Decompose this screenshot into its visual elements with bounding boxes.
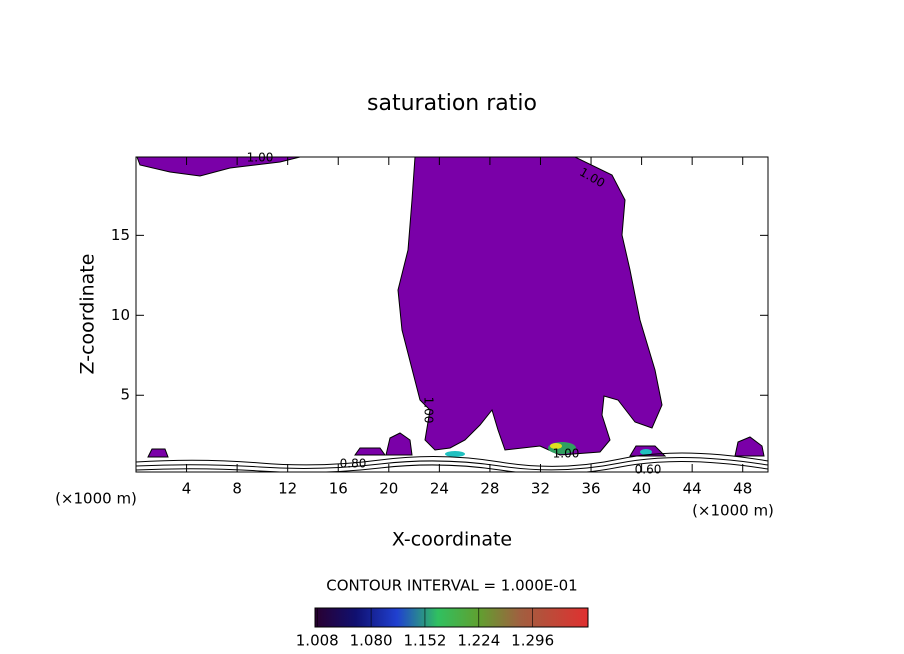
x-tick-label: 16 <box>329 480 348 498</box>
moist-core <box>640 449 652 455</box>
moist-core <box>550 443 562 449</box>
contour-line <box>136 460 768 472</box>
colorbar-tick-label: 1.008 <box>296 632 339 650</box>
y-tick-label: 5 <box>120 386 130 404</box>
y-tick-label: 10 <box>111 306 130 324</box>
colorbar <box>314 607 589 628</box>
cloud <box>354 447 386 456</box>
x-unit: (×1000 m) <box>692 502 774 520</box>
plot-frame <box>135 156 769 473</box>
cloud <box>136 157 301 177</box>
contour-label: 0.80 <box>340 457 367 471</box>
contour-field <box>136 157 768 472</box>
x-tick-label: 44 <box>683 480 702 498</box>
colorbar-tick-label: 1.224 <box>457 632 500 650</box>
cloud <box>397 157 663 456</box>
x-tick-label: 8 <box>232 480 242 498</box>
contour-label: 1.00 <box>553 447 580 461</box>
colorbar-tick-label: 1.080 <box>350 632 393 650</box>
cloud <box>734 436 765 457</box>
contour-label: 0.60 <box>635 463 662 477</box>
cloud <box>147 448 169 458</box>
y-axis-label: Z-coordinate <box>77 254 99 375</box>
contour-label: 1.00 <box>422 397 436 424</box>
contour-line <box>136 452 768 467</box>
x-tick-label: 28 <box>480 480 499 498</box>
x-tick-label: 20 <box>379 480 398 498</box>
contour-label: 1.00 <box>247 151 274 165</box>
colorbar-tick-label: 1.296 <box>511 632 554 650</box>
cloud <box>385 432 413 456</box>
x-unit: (×1000 m) <box>55 490 137 508</box>
contour-line <box>136 456 768 471</box>
x-tick-label: 48 <box>733 480 752 498</box>
colorbar-tick-label: 1.152 <box>403 632 446 650</box>
moist-core <box>445 451 465 457</box>
contour-interval: CONTOUR INTERVAL = 1.000E-01 <box>326 577 577 595</box>
x-tick-label: 36 <box>581 480 600 498</box>
chart-title: saturation ratio <box>367 91 537 116</box>
x-tick-label: 24 <box>430 480 449 498</box>
x-tick-label: 12 <box>278 480 297 498</box>
x-tick-label: 4 <box>182 480 192 498</box>
x-axis-label: X-coordinate <box>392 529 512 551</box>
x-tick-label: 32 <box>531 480 550 498</box>
x-tick-label: 40 <box>632 480 651 498</box>
y-tick-label: 15 <box>111 226 130 244</box>
